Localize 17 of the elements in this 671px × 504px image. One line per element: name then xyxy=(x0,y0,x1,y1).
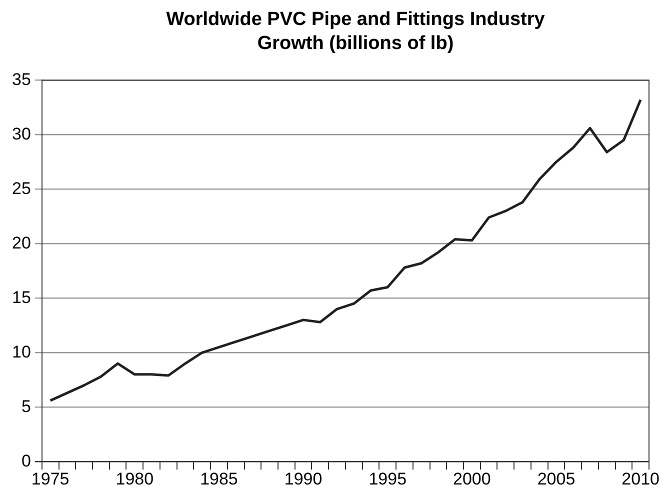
y-tick-label: 30 xyxy=(12,124,31,144)
x-tick-label: 2005 xyxy=(537,469,576,488)
x-tick-label: 1985 xyxy=(200,469,238,488)
y-tick-label: 25 xyxy=(12,178,31,198)
chart-title: Worldwide PVC Pipe and Fittings Industry Growth (billions of lb) xyxy=(165,8,546,56)
x-tick-label: 1990 xyxy=(284,469,322,488)
x-tick-label: 2000 xyxy=(453,469,491,488)
y-tick-label: 5 xyxy=(21,396,31,416)
x-tick-label: 1980 xyxy=(116,469,154,488)
x-tick-label: 1975 xyxy=(31,469,70,488)
y-tick-label: 20 xyxy=(12,233,31,252)
x-tick-label: 1995 xyxy=(368,469,407,488)
y-tick-label: 35 xyxy=(12,70,31,89)
y-tick-label: 0 xyxy=(21,451,31,470)
y-tick-label: 15 xyxy=(12,288,31,307)
y-tick-label: 10 xyxy=(12,342,31,362)
x-tick-label: 2010 xyxy=(622,469,660,488)
